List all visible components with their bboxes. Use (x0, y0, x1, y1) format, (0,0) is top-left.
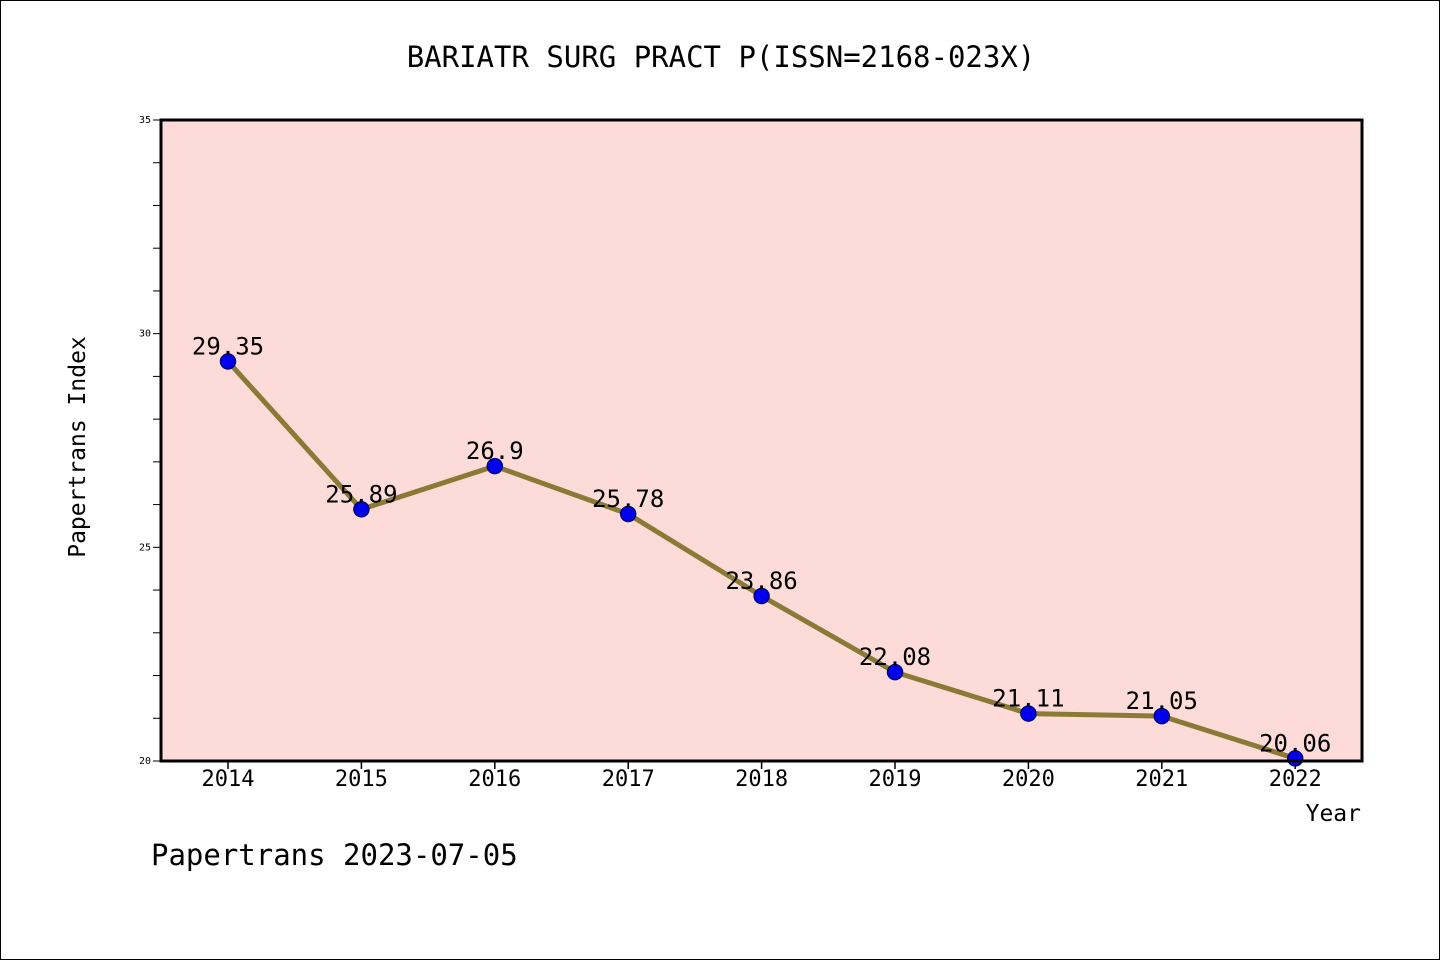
y-axis-ticks: 20 25 30 35 (139, 115, 161, 767)
x-tick-label: 2021 (1135, 767, 1188, 792)
x-axis-label: Year (1306, 801, 1361, 827)
data-point (753, 587, 770, 605)
data-point (1153, 707, 1171, 725)
y-tick-label: 30 (139, 329, 151, 340)
data-label: 21.05 (1126, 687, 1198, 715)
data-point (219, 353, 237, 370)
data-labels: 29.35 25.89 26.9 25.78 23.86 22.08 21.11 21.05 2… (192, 332, 1331, 757)
x-tick-label: 2014 (202, 767, 255, 792)
data-point (886, 663, 904, 681)
data-label: 25.78 (592, 485, 664, 513)
data-label: 25.89 (325, 480, 397, 508)
data-label: 21.11 (992, 685, 1064, 713)
x-tick-label: 2015 (335, 767, 388, 792)
x-tick-label: 2018 (735, 767, 788, 792)
x-tick-label: 2022 (1269, 767, 1322, 792)
data-markers (219, 353, 1304, 767)
data-point (619, 505, 637, 523)
data-point (353, 501, 370, 518)
plot-border (159, 118, 1364, 763)
chart-title: BARIATR SURG PRACT P(ISSN=2168-023X) (407, 40, 1036, 74)
data-label: 26.9 (466, 437, 524, 465)
data-label: 20.06 (1259, 729, 1331, 757)
x-tick-label: 2016 (468, 767, 521, 792)
x-tick-label: 2019 (869, 767, 922, 792)
data-label: 23.86 (725, 567, 797, 595)
data-point (1020, 705, 1037, 722)
data-point (486, 457, 504, 475)
x-tick-label: 2020 (1002, 767, 1055, 792)
data-label: 29.35 (192, 332, 264, 360)
x-axis-ticks: 2014 2015 2016 2017 2018 2019 2020 2021 2022 (202, 761, 1322, 792)
plot-area (161, 120, 1362, 761)
y-tick-label: 20 (139, 756, 151, 767)
data-label: 22.08 (859, 643, 931, 671)
y-tick-label: 35 (139, 115, 151, 126)
y-axis-label: Papertrans Index (65, 336, 91, 558)
y-tick-label: 25 (139, 542, 151, 553)
x-tick-label: 2017 (602, 767, 655, 792)
footer-text: Papertrans 2023-07-05 (151, 838, 518, 872)
